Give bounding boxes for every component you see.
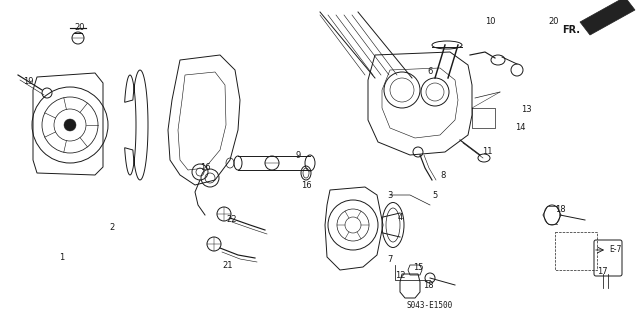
- Text: 18: 18: [422, 280, 433, 290]
- Text: FR.: FR.: [562, 25, 580, 35]
- Text: 14: 14: [515, 123, 525, 132]
- Text: 10: 10: [484, 18, 495, 26]
- Bar: [555, 232, 597, 270]
- Polygon shape: [580, 0, 635, 35]
- Text: 21: 21: [223, 261, 233, 270]
- Text: 18: 18: [555, 205, 565, 214]
- Circle shape: [64, 119, 76, 131]
- Text: 16: 16: [301, 181, 311, 189]
- Text: E-7: E-7: [609, 246, 621, 255]
- Text: 11: 11: [482, 147, 492, 157]
- Text: 3: 3: [387, 191, 393, 201]
- Text: 20: 20: [75, 24, 85, 33]
- Text: 22: 22: [227, 216, 237, 225]
- Text: 12: 12: [395, 271, 405, 279]
- Text: 13: 13: [521, 106, 531, 115]
- Text: 1: 1: [60, 254, 65, 263]
- Text: 17: 17: [596, 268, 607, 277]
- Text: 5: 5: [433, 191, 438, 201]
- Text: 7: 7: [387, 256, 393, 264]
- Text: 15: 15: [413, 263, 423, 272]
- Text: S043-E1500: S043-E1500: [407, 300, 453, 309]
- Text: 19: 19: [23, 78, 33, 86]
- Text: 8: 8: [440, 170, 445, 180]
- Text: 16: 16: [200, 164, 211, 173]
- Text: 20: 20: [548, 18, 559, 26]
- Text: 9: 9: [296, 151, 301, 160]
- Text: 2: 2: [109, 224, 115, 233]
- Text: 4: 4: [397, 213, 403, 222]
- Text: 6: 6: [428, 68, 433, 77]
